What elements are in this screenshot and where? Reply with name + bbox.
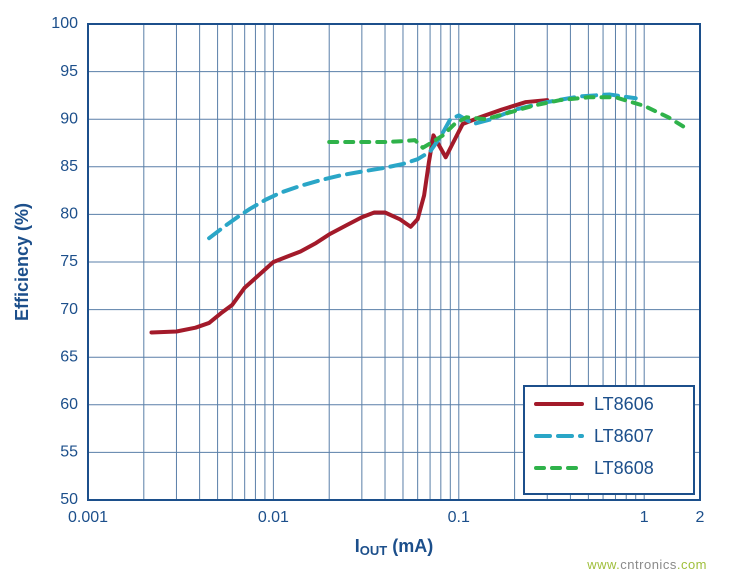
watermark: www.cntronics.com <box>587 557 707 572</box>
svg-text:50: 50 <box>60 491 78 508</box>
chart-container: 50 55 60 65 70 75 80 85 90 95 100 0.001 0.01 0.1 1 2 Eff… <box>0 0 735 578</box>
svg-text:70: 70 <box>60 301 78 318</box>
svg-text:65: 65 <box>60 348 78 365</box>
watermark-suffix: .com <box>677 557 707 572</box>
svg-text:1: 1 <box>640 509 649 526</box>
watermark-domain: cntronics <box>620 557 677 572</box>
svg-text:LT8608: LT8608 <box>594 458 654 478</box>
watermark-prefix: www. <box>587 557 620 572</box>
svg-text:LT8607: LT8607 <box>594 426 654 446</box>
svg-text:75: 75 <box>60 253 78 270</box>
svg-text:0.01: 0.01 <box>258 509 289 526</box>
svg-text:90: 90 <box>60 110 78 127</box>
svg-text:2: 2 <box>696 509 705 526</box>
svg-text:85: 85 <box>60 158 78 175</box>
svg-text:95: 95 <box>60 63 78 80</box>
svg-text:55: 55 <box>60 444 78 461</box>
svg-text:0.1: 0.1 <box>448 509 470 526</box>
svg-text:100: 100 <box>51 15 78 32</box>
svg-text:60: 60 <box>60 396 78 413</box>
svg-text:80: 80 <box>60 206 78 223</box>
svg-text:0.001: 0.001 <box>68 509 108 526</box>
efficiency-chart: 50 55 60 65 70 75 80 85 90 95 100 0.001 0.01 0.1 1 2 Eff… <box>0 0 735 578</box>
svg-text:Efficiency (%): Efficiency (%) <box>12 203 32 321</box>
svg-text:LT8606: LT8606 <box>594 394 654 414</box>
